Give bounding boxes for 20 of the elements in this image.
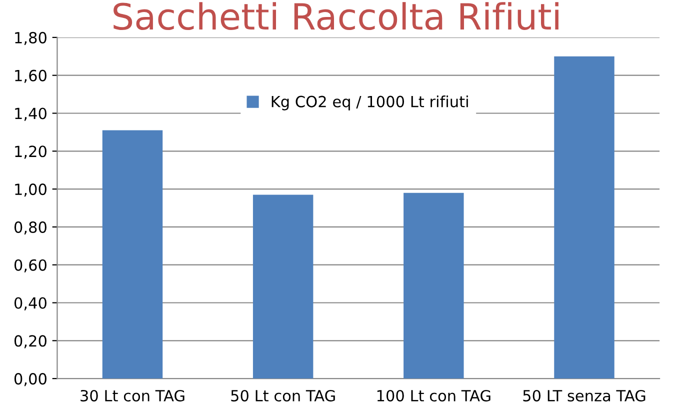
- y-tick-label: 1,20: [15, 146, 46, 159]
- x-tick-label: 100 Lt con TAG: [377, 390, 490, 402]
- y-tick-label: 0,40: [14, 297, 46, 310]
- bar: [102, 130, 163, 379]
- chart-title: Sacchetti Raccolta Rifiuti: [114, 2, 558, 30]
- y-tick-label: 1,00: [15, 184, 46, 197]
- x-tick-label: 50 Lt con TAG: [231, 390, 335, 402]
- bar: [252, 194, 314, 379]
- bar: [404, 192, 464, 379]
- y-tick-label: 1,80: [15, 32, 46, 46]
- y-tick-label: 0,60: [14, 259, 46, 272]
- x-tick-label: 30 Lt con TAG: [80, 390, 184, 402]
- y-tick-label: 1,60: [15, 70, 46, 83]
- bar: [554, 56, 614, 379]
- y-tick-label: 0,20: [14, 335, 46, 348]
- y-tick-label: 0,80: [14, 221, 46, 235]
- y-tick-label: 0,00: [14, 373, 46, 386]
- legend-label: Kg CO2 eq / 1000 Lt rifiuti: [272, 96, 468, 110]
- x-tick-label: 50 LT senza TAG: [523, 390, 646, 402]
- y-tick-label: 1,40: [15, 108, 46, 121]
